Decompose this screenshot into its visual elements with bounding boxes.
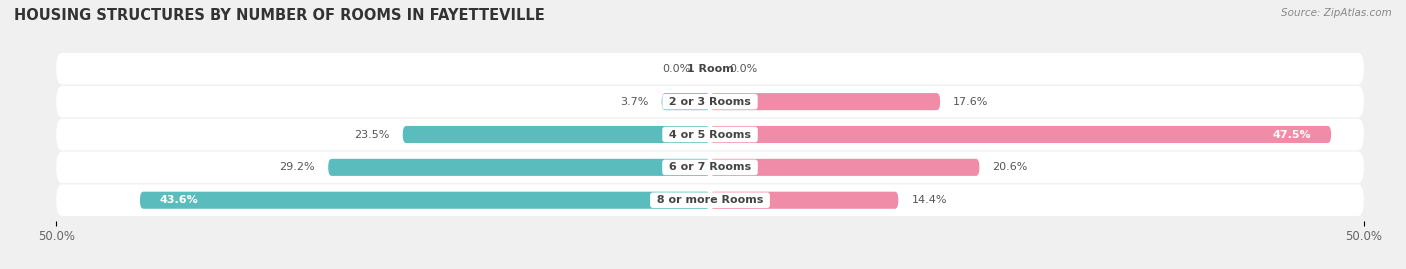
Text: 17.6%: 17.6% (953, 97, 988, 107)
Text: 23.5%: 23.5% (354, 129, 389, 140)
FancyBboxPatch shape (56, 86, 1364, 117)
FancyBboxPatch shape (56, 119, 1364, 150)
FancyBboxPatch shape (402, 126, 710, 143)
Text: 43.6%: 43.6% (159, 195, 198, 205)
Text: 47.5%: 47.5% (1272, 129, 1312, 140)
Text: 0.0%: 0.0% (662, 64, 690, 74)
FancyBboxPatch shape (56, 152, 1364, 183)
Text: 20.6%: 20.6% (993, 162, 1028, 172)
Text: 1 Room: 1 Room (683, 64, 737, 74)
FancyBboxPatch shape (56, 53, 1364, 84)
Text: 14.4%: 14.4% (911, 195, 946, 205)
FancyBboxPatch shape (710, 93, 941, 110)
Text: HOUSING STRUCTURES BY NUMBER OF ROOMS IN FAYETTEVILLE: HOUSING STRUCTURES BY NUMBER OF ROOMS IN… (14, 8, 544, 23)
Text: 2 or 3 Rooms: 2 or 3 Rooms (665, 97, 755, 107)
Text: 29.2%: 29.2% (280, 162, 315, 172)
FancyBboxPatch shape (662, 93, 710, 110)
Text: 6 or 7 Rooms: 6 or 7 Rooms (665, 162, 755, 172)
FancyBboxPatch shape (710, 126, 1331, 143)
Text: Source: ZipAtlas.com: Source: ZipAtlas.com (1281, 8, 1392, 18)
FancyBboxPatch shape (710, 192, 898, 209)
FancyBboxPatch shape (710, 159, 980, 176)
Text: 8 or more Rooms: 8 or more Rooms (652, 195, 768, 205)
Text: 3.7%: 3.7% (620, 97, 648, 107)
FancyBboxPatch shape (328, 159, 710, 176)
Text: 0.0%: 0.0% (730, 64, 758, 74)
Text: 4 or 5 Rooms: 4 or 5 Rooms (665, 129, 755, 140)
FancyBboxPatch shape (56, 185, 1364, 216)
FancyBboxPatch shape (141, 192, 710, 209)
